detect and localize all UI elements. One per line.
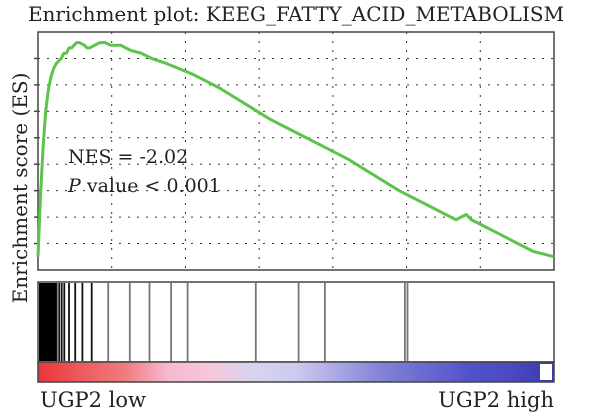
gene-hit-bar	[297, 283, 300, 361]
gene-hit-bar	[324, 283, 326, 361]
gene-hit-bar	[186, 283, 189, 361]
nes-annotation: NES = -2.02	[68, 146, 188, 168]
gene-hit-bar	[63, 283, 66, 361]
es-panel-frame	[37, 31, 555, 271]
gene-hit-bar	[148, 283, 151, 361]
gene-hit-bar	[406, 283, 409, 361]
group-label-low: UGP2 low	[40, 388, 146, 412]
gene-hit-bars	[39, 283, 409, 361]
pvalue-p: P	[67, 175, 82, 197]
gene-hit-bar	[107, 283, 110, 361]
gene-hit-bar	[170, 283, 172, 361]
gene-hit-bar	[404, 283, 406, 361]
rank-color-bar	[37, 361, 555, 383]
gene-hit-bar	[74, 283, 77, 361]
gene-hit-bar	[58, 283, 61, 361]
gene-hit-bar	[128, 283, 131, 361]
gene-hit-bar	[60, 283, 63, 361]
pvalue-text: value < 0.001	[81, 175, 221, 197]
gene-hit-bar	[254, 283, 257, 361]
hits-panel-frame	[37, 281, 555, 363]
gene-hit-bar	[81, 283, 84, 361]
es-curve	[36, 41, 555, 259]
group-label-high: UGP2 high	[438, 388, 554, 412]
pvalue-annotation: P value < 0.001	[67, 175, 221, 197]
gene-hit-bar	[90, 283, 93, 361]
gene-hit-dense-block	[39, 283, 57, 361]
rank-color-bar-end	[540, 364, 552, 380]
chart-title: Enrichment plot: KEEG_FATTY_ACID_METABOL…	[27, 2, 565, 26]
gene-hit-bar	[68, 283, 70, 361]
gene-hit-bar	[55, 283, 58, 361]
